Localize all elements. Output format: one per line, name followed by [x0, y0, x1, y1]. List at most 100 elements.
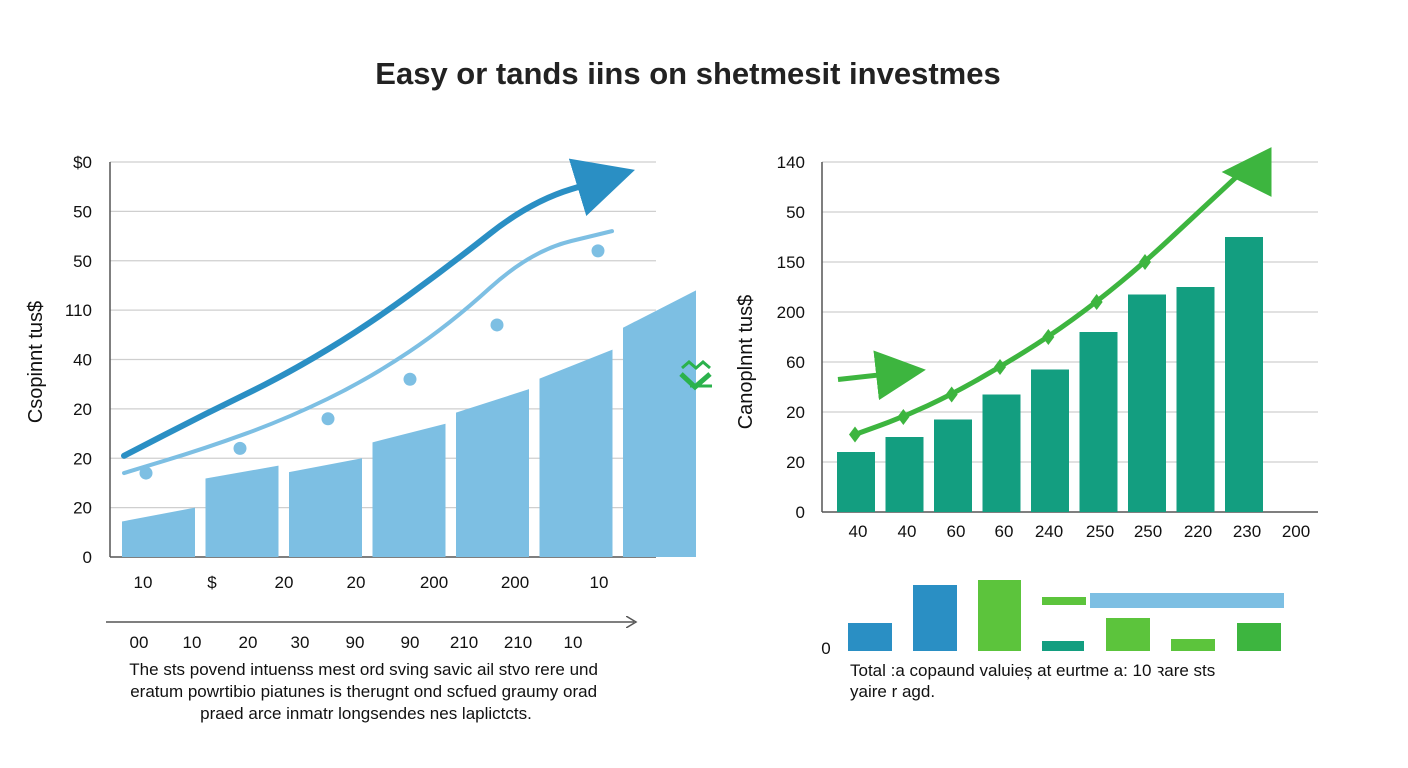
right-y-tick-label: 20 — [786, 453, 805, 472]
right-x-tick-label: 220 — [1184, 522, 1212, 541]
right-short-arrow — [837, 350, 926, 401]
right-y-tick-label: 0 — [796, 503, 805, 522]
left-y-ticks: $0 50 50 110 40 20 20 20 0 — [65, 153, 92, 567]
left-y-axis-label: Csopinnt tus$ — [25, 301, 47, 423]
left-secondary-tick-label: 00 — [130, 633, 149, 652]
left-x-tick-label: 20 — [275, 573, 294, 592]
right-trend-marker — [1042, 329, 1055, 345]
left-y-tick-label: 50 — [73, 202, 92, 221]
right-bar — [1225, 237, 1263, 512]
left-y-tick-label: 20 — [73, 449, 92, 468]
left-y-tick-label: 50 — [73, 252, 92, 271]
legend-bar — [1171, 639, 1215, 651]
legend-light-blue-band — [1090, 593, 1284, 608]
right-bar — [1128, 294, 1166, 512]
left-secondary-tick-label: 10 — [183, 633, 202, 652]
left-lower-trend-line — [122, 229, 614, 476]
right-caption-line-1: Total :a copaund valuieș at eurtme a: 10… — [850, 661, 1215, 680]
left-x-tick-label: 200 — [501, 573, 529, 592]
legend-zero-label: 0 — [821, 639, 830, 658]
right-bar — [1031, 369, 1069, 512]
left-bar — [623, 290, 696, 557]
legend-bar — [978, 580, 1021, 651]
right-x-tick-label: 60 — [995, 522, 1014, 541]
left-x-tick-label: $ — [207, 573, 217, 592]
right-trend-marker — [849, 426, 861, 443]
left-secondary-tick-label: 10 — [564, 633, 583, 652]
legend-bar — [848, 623, 892, 651]
right-x-ticks: 40 40 60 60 240 250 250 220 230 200 — [849, 522, 1311, 541]
right-x-tick-label: 40 — [849, 522, 868, 541]
right-bar — [885, 437, 924, 512]
left-caption: The sts povend intuenss mest ord sving s… — [129, 660, 602, 723]
left-bars — [122, 290, 696, 557]
right-trend-marker — [1090, 294, 1103, 310]
left-y-tick-label: $0 — [73, 153, 92, 172]
left-bar — [205, 465, 279, 557]
right-y-tick-label: 150 — [777, 253, 805, 272]
left-bar — [289, 458, 362, 557]
left-secondary-tick-label: 90 — [401, 633, 420, 652]
right-y-tick-label: 200 — [777, 303, 805, 322]
right-y-tick-label: 50 — [786, 203, 805, 222]
left-caption-line-3: praed arce inmatr longsendes nes laplict… — [200, 704, 532, 723]
green-check-icon — [679, 360, 712, 391]
right-trend-marker — [1139, 254, 1151, 270]
right-bar — [1079, 332, 1118, 512]
right-x-tick-label: 230 — [1233, 522, 1261, 541]
right-caption-line-2: yaire r agd. — [850, 682, 935, 701]
left-caption-line-1: The sts povend intuenss mest ord sving s… — [129, 660, 598, 679]
left-secondary-tick-label: 210 — [504, 633, 532, 652]
left-trend-marker — [233, 441, 247, 455]
right-x-tick-label: 60 — [947, 522, 966, 541]
left-trend-marker — [321, 412, 335, 426]
right-bar — [1176, 287, 1215, 512]
right-bar — [837, 452, 875, 512]
chart-title: Easy or tands iins on shetmesit investme… — [375, 56, 1000, 91]
right-caption: Total :a copaund valuieș at eurtme a: 10… — [850, 661, 1220, 701]
right-y-axis-label: Canoplnnt tus$ — [735, 295, 757, 430]
left-caption-line-2: eratum powrtibio piatunes is therugnt on… — [130, 682, 597, 701]
left-secondary-ticks: 00 10 20 30 90 90 210 210 10 — [130, 633, 583, 652]
left-y-tick-label: 40 — [73, 351, 92, 370]
right-x-tick-label: 250 — [1086, 522, 1114, 541]
left-trend-marker — [403, 372, 417, 386]
legend-bar — [1237, 623, 1281, 651]
legend-small-green-bar — [1042, 597, 1086, 605]
left-y-tick-label: 20 — [73, 400, 92, 419]
right-bar — [982, 394, 1021, 512]
left-x-tick-label: 10 — [134, 573, 153, 592]
left-bar — [456, 389, 529, 557]
right-bars — [837, 237, 1263, 512]
left-trend-marker — [591, 244, 605, 258]
right-y-tick-label: 60 — [786, 353, 805, 372]
right-x-tick-label: 250 — [1134, 522, 1162, 541]
legend-bar — [913, 585, 957, 651]
left-y-tick-label: 0 — [83, 548, 92, 567]
left-trend-marker — [490, 318, 504, 332]
right-y-tick-label: 20 — [786, 403, 805, 422]
right-x-tick-label: 40 — [898, 522, 917, 541]
left-y-tick-label: 110 — [65, 301, 92, 320]
left-secondary-tick-label: 20 — [239, 633, 258, 652]
right-trend-marker — [897, 409, 910, 425]
left-x-ticks: 10 $20 20 200 200 10 — [134, 573, 609, 592]
right-x-tick-label: 240 — [1035, 522, 1063, 541]
legend-bar — [1106, 618, 1150, 651]
right-y-tick-label: 140 — [777, 153, 805, 172]
legend-bar — [1042, 641, 1084, 651]
left-bar — [122, 507, 195, 557]
left-y-tick-label: 20 — [73, 499, 92, 518]
right-bar — [934, 419, 972, 512]
left-bar — [372, 423, 446, 557]
left-x-tick-label: 10 — [590, 573, 609, 592]
right-trend-marker — [945, 386, 958, 403]
legend-strip — [848, 580, 1284, 651]
right-trend-marker — [994, 359, 1006, 375]
left-secondary-tick-label: 90 — [346, 633, 365, 652]
left-secondary-tick-label: 30 — [291, 633, 310, 652]
left-x-tick-label: 200 — [420, 573, 448, 592]
